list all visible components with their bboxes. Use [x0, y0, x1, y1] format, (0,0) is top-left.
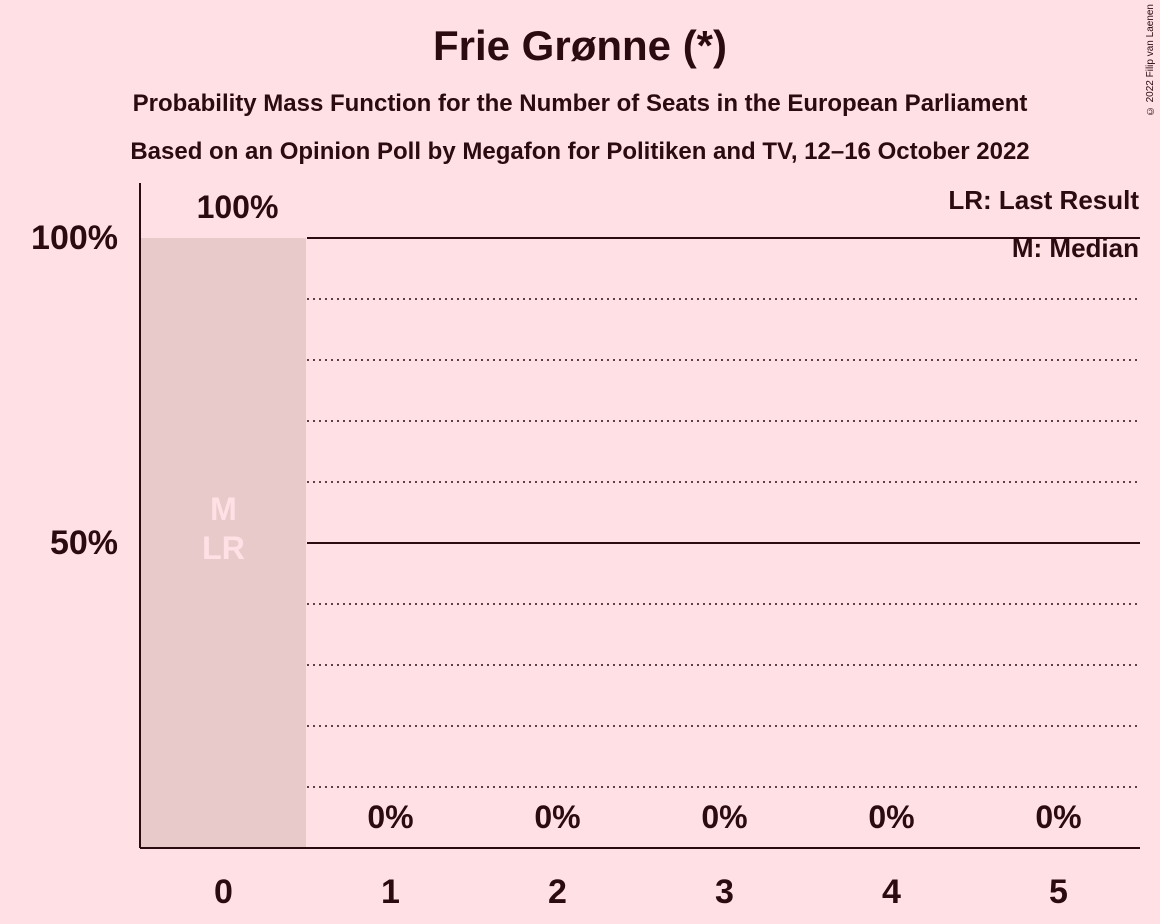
data-label: 0%: [367, 799, 413, 835]
chart-title: Frie Grønne (*): [432, 22, 728, 69]
x-tick-label: 2: [548, 873, 567, 911]
bar-seat-0: [141, 238, 306, 848]
legend-entry: LR: Last Result: [948, 185, 1139, 215]
legend-entry: M: Median: [1012, 233, 1139, 263]
data-label: 0%: [868, 799, 914, 835]
y-tick-label: 50%: [50, 524, 118, 562]
chart-subtitle-line1: Probability Mass Function for the Number…: [132, 90, 1028, 117]
chart-subtitle-line2: Based on an Opinion Poll by Megafon for …: [130, 138, 1030, 165]
x-tick-label: 0: [214, 873, 233, 911]
x-tick-label: 1: [381, 873, 400, 911]
last-result-marker: LR: [202, 530, 245, 566]
data-label: 100%: [197, 189, 279, 225]
data-label: 0%: [534, 799, 580, 835]
data-label: 0%: [1035, 799, 1081, 835]
data-label: 0%: [701, 799, 747, 835]
y-tick-label: 100%: [31, 219, 118, 257]
x-tick-label: 4: [882, 873, 901, 911]
x-tick-label: 5: [1049, 873, 1068, 911]
x-tick-label: 3: [715, 873, 734, 911]
median-marker: M: [210, 491, 237, 527]
